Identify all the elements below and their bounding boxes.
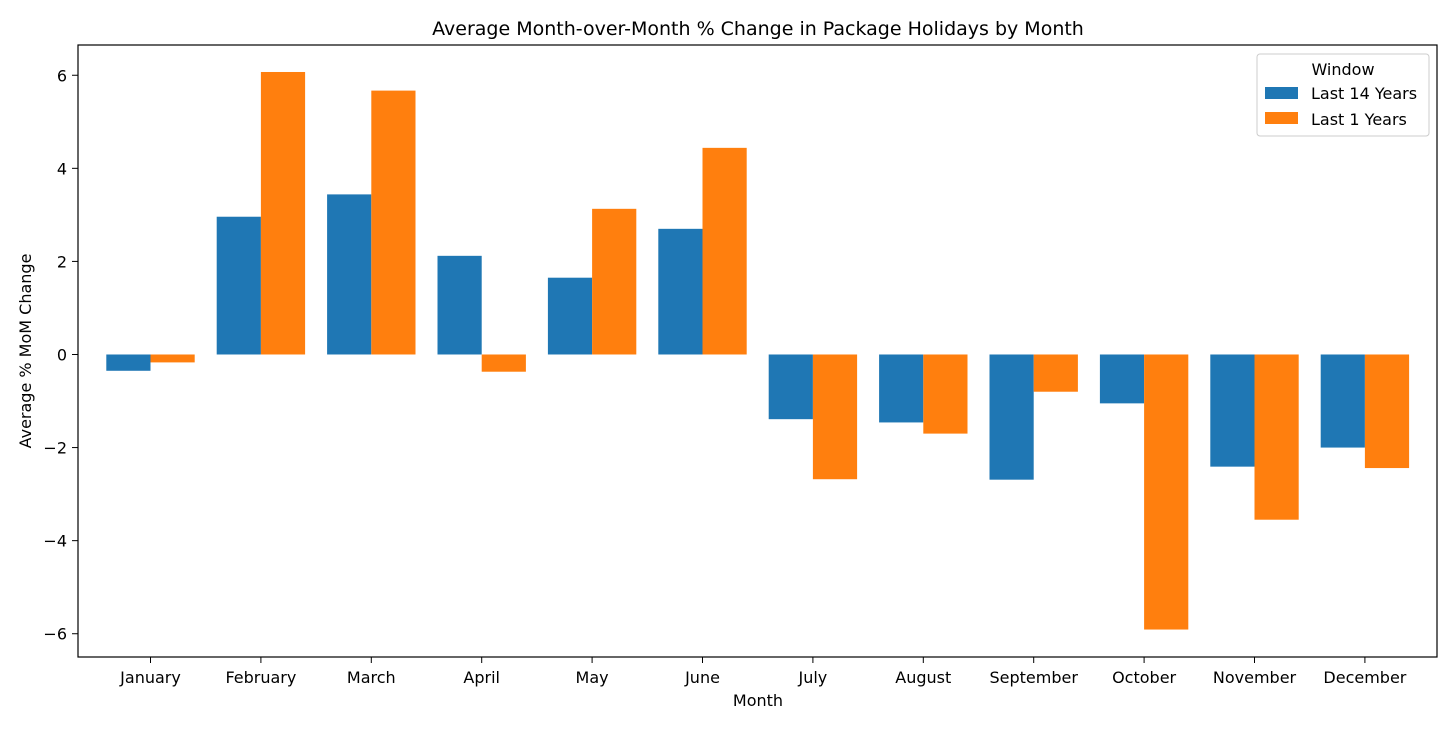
y-tick-label: 6 [57,66,67,85]
legend-box [1256,53,1430,137]
chart-title: Average Month-over-Month % Change in Pac… [432,18,1084,40]
legend-swatch-last-1-years [1265,112,1298,124]
legend-label-last-1-years: Last 1 Years [1311,110,1407,129]
x-tick-label-april: April [463,668,500,687]
x-tick-label-may: May [576,668,609,687]
x-tick-label-september: September [989,668,1078,687]
x-tick-label-november: November [1213,668,1297,687]
x-axis: January February March April May June July Augu… [119,657,1407,687]
bar-july-last-14-years [768,354,813,420]
x-axis-label: Month [733,691,783,710]
y-tick-label: 4 [57,159,67,178]
legend-label-last-14-years: Last 14 Years [1311,84,1417,103]
bar-november-last-14-years [1210,354,1255,467]
bar-june-last-1-years [702,147,747,355]
bar-october-last-14-years [1099,354,1145,404]
bar-may-last-1-years [592,208,637,355]
bar-january-last-14-years [106,354,151,371]
bar-march-last-1-years [371,90,416,355]
y-axis-label: Average % MoM Change [16,254,35,449]
bar-august-last-1-years [923,354,968,434]
x-tick-label-june: June [684,668,720,687]
x-tick-label-february: February [225,668,296,687]
legend: Window Last 14 Years Last 1 Years [1256,53,1430,137]
y-tick-label: −6 [43,625,67,644]
x-tick-label-january: January [119,668,181,687]
y-tick-label: 2 [57,252,67,271]
bar-september-last-14-years [989,354,1034,480]
bar-january-last-1-years [150,354,195,363]
bar-july-last-1-years [812,354,858,480]
bar-december-last-1-years [1364,354,1410,469]
bar-april-last-14-years [437,255,482,355]
bar-february-last-1-years [260,71,306,355]
plot-area-frame [77,44,1438,658]
bar-december-last-14-years [1320,354,1365,448]
bar-april-last-1-years [481,354,526,372]
x-tick-label-october: October [1112,668,1176,687]
y-axis: 6 4 2 0 −2 −4 −6 [43,66,78,644]
bar-june-last-14-years [658,228,703,355]
x-tick-label-december: December [1323,668,1406,687]
bars-layer [106,71,1410,630]
x-tick-label-march: March [347,668,396,687]
legend-swatch-last-14-years [1265,87,1298,99]
x-tick-label-july: July [798,668,828,687]
bar-november-last-1-years [1254,354,1299,520]
bar-may-last-14-years [547,277,593,355]
y-tick-label: −4 [43,532,67,551]
y-tick-label: 0 [57,345,67,364]
bar-march-last-14-years [327,194,372,355]
bar-august-last-14-years [879,354,924,423]
x-tick-label-august: August [895,668,951,687]
bar-october-last-1-years [1144,354,1189,630]
bar-september-last-1-years [1033,354,1078,392]
legend-title: Window [1311,60,1374,79]
y-tick-label: −2 [43,439,67,458]
bar-february-last-14-years [216,216,261,355]
